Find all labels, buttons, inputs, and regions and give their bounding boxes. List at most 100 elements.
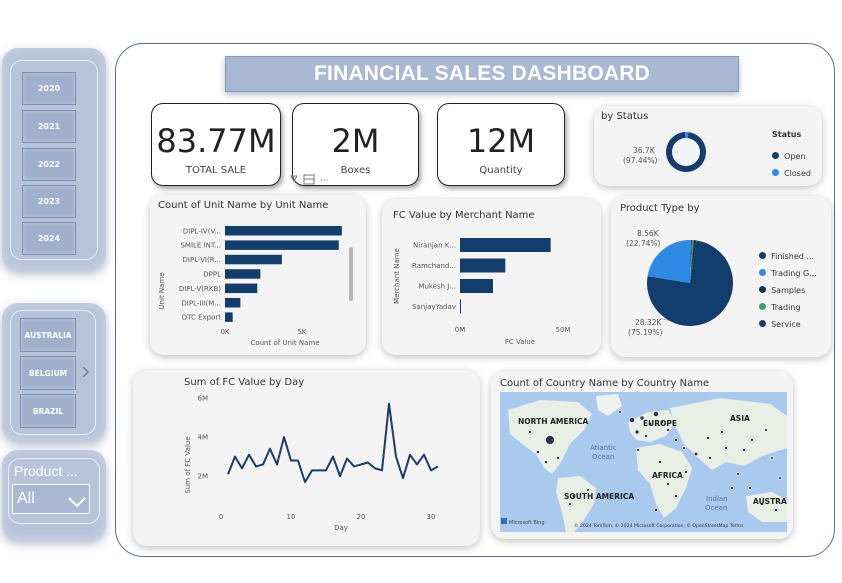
country-button-brazil[interactable]: BRAZIL [20,394,76,428]
map-data-point[interactable] [730,486,734,490]
status-label-value: 36.7K [633,146,655,155]
kpi-boxes-card[interactable]: 2M Boxes [292,103,419,186]
unit-chart-bar-dtc-export[interactable] [225,312,233,322]
unit-chart-bar-dipl-vi-r[interactable] [225,254,282,265]
map-data-point[interactable] [629,417,635,423]
product-pie-slice-service[interactable] [690,240,693,283]
product-label-small-pct: (22.74%) [626,239,661,248]
year-button-2024[interactable]: 2024 [22,222,76,255]
map-data-point[interactable] [760,502,764,506]
unit-chart-scrollbar[interactable] [349,247,353,301]
visual-header-icons[interactable]: ··· [289,172,333,188]
year-button-2020[interactable]: 2020 [22,72,76,105]
map-data-point[interactable] [536,450,540,454]
country-button-belgium[interactable]: BELGIUM [20,356,76,390]
merchant-chart-category-label: Ramchand... [412,262,456,270]
map-data-point[interactable] [556,456,560,460]
unit-chart-category-label: DTC Export [182,314,222,322]
map-label-indian: Indian [706,495,728,503]
merchant-chart-bar-ramchand[interactable] [460,258,506,273]
map-data-point[interactable] [674,494,678,498]
product-legend-finished[interactable]: Finished ... [759,244,829,261]
product-chart-card[interactable]: Product Type by 8.56K (22.74%) 28.32K (7… [611,196,831,357]
map-data-point[interactable] [586,488,590,492]
unit-chart-bar-dipl-v-rkb[interactable] [225,283,258,294]
product-legend-samples-dot [759,286,766,293]
unit-chart-bar-dipl-iv-v[interactable] [225,226,342,236]
unit-chart-category-label: DIPL-III(M... [181,299,221,307]
country-button-australia[interactable]: AUSTRALIA [20,318,76,352]
map-data-point[interactable] [674,438,678,442]
map-data-point[interactable] [618,410,622,414]
map-data-point[interactable] [654,508,658,512]
unit-chart-bar-dipl-iii-m[interactable] [225,298,241,308]
map-data-point[interactable] [724,446,728,450]
day-chart-card[interactable]: Sum of FC Value by Day Sum of FC Value D… [133,370,480,546]
merchant-chart-bar-mukesh-j[interactable] [460,279,493,293]
map-data-point[interactable] [544,460,548,464]
map-chart-card[interactable]: Count of Country Name by Country Name NO… [491,371,793,539]
map-data-point[interactable] [545,435,555,445]
product-pie-slice-samples[interactable] [690,240,697,283]
map-data-point[interactable] [764,428,768,432]
map-south-america [556,476,596,532]
map-data-point[interactable] [572,494,576,498]
map-data-point[interactable] [528,430,532,434]
product-pie-slice-trading-g[interactable] [647,240,691,283]
map-data-point[interactable] [658,460,662,464]
map-data-point[interactable] [778,476,782,480]
unit-chart-bar-smile-int[interactable] [225,240,339,250]
map-data-point[interactable] [644,434,648,438]
kpi-quantity-card[interactable]: 12M Quantity [437,103,565,186]
map-data-point[interactable] [568,502,572,506]
map-data-point[interactable] [660,420,664,424]
status-legend-open[interactable]: Open [772,144,805,163]
map-data-point[interactable] [639,415,645,421]
map-data-point[interactable] [682,446,686,450]
unit-chart-bar-dppl[interactable] [225,269,261,279]
merchant-chart-bar-sanjayyadav[interactable] [460,299,462,314]
merchant-chart-title: FC Value by Merchant Name [393,210,535,221]
product-dropdown[interactable]: All [12,484,90,514]
status-chart-card[interactable]: by Status 36.7K (97.44%) Status Open Clo… [594,106,822,186]
day-line-chart: Sum of FC Value Day 2M 4M 6M 0 10 20 30 [184,394,439,532]
product-pie-slice-finished[interactable] [647,240,733,326]
unit-chart-card[interactable]: Count of Unit Name by Unit Name Unit Nam… [150,195,366,355]
map-data-point[interactable] [666,482,670,486]
product-pie-slice-trading[interactable] [690,240,694,283]
day-chart-series-line[interactable] [227,402,439,484]
year-button-2021[interactable]: 2021 [22,110,76,143]
map-data-point[interactable] [720,430,724,434]
kpi-total-sale-card[interactable]: 83.77M TOTAL SALE [151,103,281,186]
map-data-point[interactable] [774,508,778,512]
year-button-2022[interactable]: 2022 [22,148,76,181]
map-data-point[interactable] [647,421,653,427]
status-legend-closed[interactable]: Closed [772,161,811,180]
product-legend-trading[interactable]: Trading [759,295,829,312]
map-data-point[interactable] [693,451,699,457]
product-legend-samples[interactable]: Samples [759,278,829,295]
map-data-point[interactable] [706,436,710,440]
year-button-2023[interactable]: 2023 [22,185,76,218]
world-map[interactable]: NORTH AMERICA EUROPE ASIA AFRICA SOUTH A… [500,392,787,532]
map-data-point[interactable] [742,448,746,452]
map-australia [746,492,787,522]
map-data-point[interactable] [653,411,659,417]
map-data-point[interactable] [770,456,774,460]
map-data-point[interactable] [666,428,670,432]
merchant-chart-card[interactable]: FC Value by Merchant Name Merchant Name … [382,199,601,355]
map-data-point[interactable] [708,456,712,460]
map-data-point[interactable] [636,448,640,452]
chevron-right-icon[interactable] [80,364,90,378]
day-chart-ylabel: Sum of FC Value [184,436,192,493]
product-legend-trading-goods[interactable]: Trading G... [759,261,829,278]
merchant-chart-bar-niranjan-k[interactable] [460,238,551,252]
product-legend-service[interactable]: Service [759,312,829,329]
map-label-atlantic: Atlantic [590,444,617,452]
map-data-point[interactable] [684,470,688,474]
map-data-point[interactable] [748,486,752,490]
map-data-point[interactable] [750,438,754,442]
map-data-point[interactable] [634,429,640,435]
map-data-point[interactable] [736,472,740,476]
day-chart-xtick-label: 20 [357,513,366,521]
